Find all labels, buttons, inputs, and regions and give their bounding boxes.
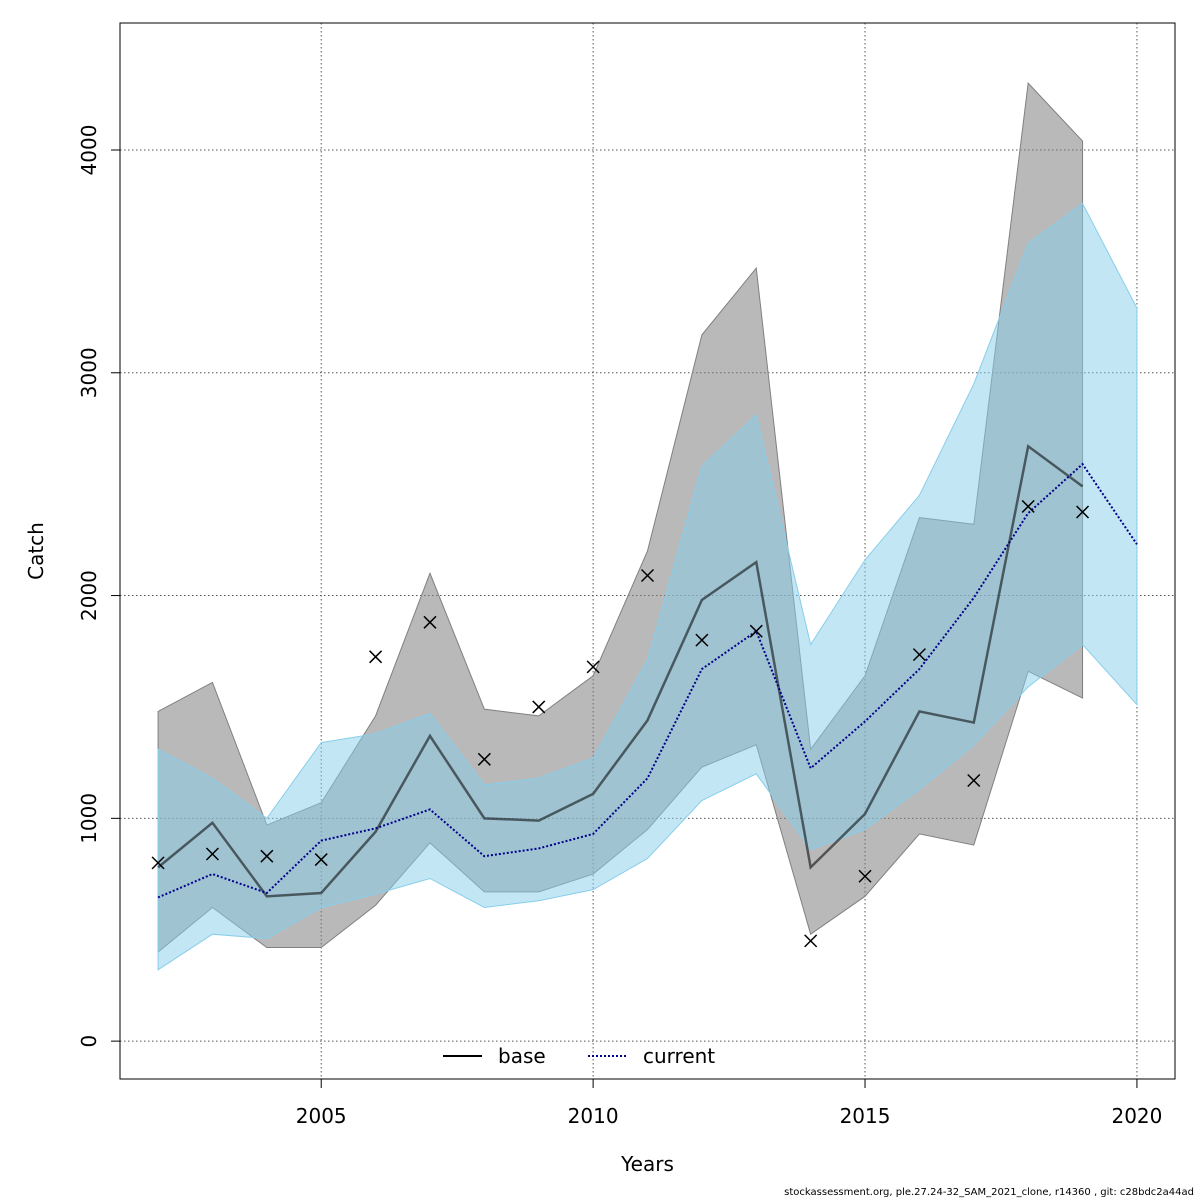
confidence-bands: [157, 82, 1138, 971]
y-axis-title: Catch: [24, 522, 48, 580]
observation-marker-2008: [477, 752, 491, 766]
observation-marker-2011: [640, 568, 655, 583]
observation-marker-2013: [749, 624, 763, 638]
observation-marker-2017: [967, 773, 981, 787]
series-lines: [157, 444, 1138, 899]
observation-marker-2014: [804, 934, 818, 948]
x-tick-label-2015: 2015: [840, 1104, 891, 1128]
observation-marker-2015: [858, 869, 872, 883]
plot-frame: [119, 22, 1176, 1080]
legend-label-base: base: [498, 1044, 546, 1068]
observation-marker-2010: [586, 660, 600, 674]
legend: base current: [443, 1044, 715, 1068]
observation-marker-2018: [1021, 499, 1035, 513]
y-tick-label-1000: 1000: [77, 793, 101, 844]
observation-marker-2005: [314, 853, 328, 867]
y-tick-label-4000: 4000: [77, 125, 101, 176]
y-tick-label-0: 0: [77, 1035, 101, 1048]
observation-marker-2012: [695, 633, 709, 647]
footer-credit: stockassessment.org, ple.27.24-32_SAM_20…: [784, 1187, 1194, 1198]
observation-marker-2016: [912, 648, 926, 662]
observation-marker-2006: [369, 650, 383, 664]
y-axis-ticks: 0 1000 2000 3000 4000: [77, 125, 120, 1048]
observation-marker-2009: [532, 700, 546, 714]
x-tick-label-2010: 2010: [568, 1104, 619, 1128]
observation-marker-2019: [1076, 505, 1090, 519]
confidence-band-current: [157, 202, 1138, 971]
series-line-base: [157, 444, 1084, 898]
x-axis-ticks: 2005 2010 2015 2020: [296, 1079, 1162, 1128]
series-line-current: [157, 462, 1138, 899]
observation-marker-2007: [423, 615, 437, 629]
legend-label-current: current: [643, 1044, 715, 1068]
observation-markers: [151, 499, 1090, 948]
x-tick-label-2005: 2005: [296, 1104, 347, 1128]
observation-marker-2004: [260, 849, 274, 863]
x-axis-title: Years: [620, 1152, 674, 1176]
y-tick-label-3000: 3000: [77, 347, 101, 398]
y-tick-label-2000: 2000: [77, 570, 101, 621]
observation-marker-2003: [205, 847, 219, 861]
x-tick-label-2020: 2020: [1111, 1104, 1162, 1128]
observation-marker-2002: [151, 856, 165, 870]
